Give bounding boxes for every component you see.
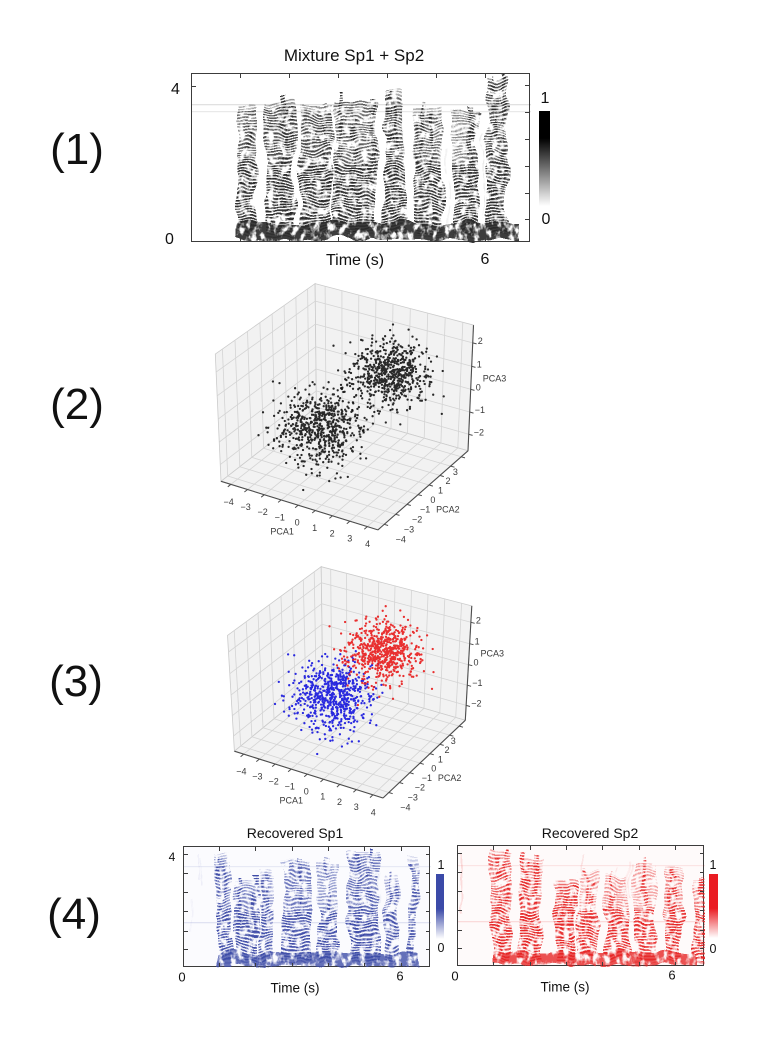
- svg-text:0: 0: [476, 382, 481, 392]
- svg-text:PCA2: PCA2: [436, 505, 460, 515]
- svg-text:−2: −2: [474, 427, 484, 437]
- svg-text:4: 4: [371, 807, 376, 817]
- svg-text:−4: −4: [396, 534, 406, 544]
- svg-text:1: 1: [438, 485, 443, 495]
- svg-text:−2: −2: [415, 783, 425, 793]
- svg-text:PCA1: PCA1: [280, 796, 304, 806]
- svg-text:3: 3: [453, 467, 458, 477]
- svg-text:0: 0: [431, 764, 436, 774]
- svg-text:PCA3: PCA3: [483, 373, 507, 383]
- svg-text:−2: −2: [257, 507, 267, 517]
- svg-text:PCA2: PCA2: [438, 773, 462, 783]
- svg-text:2: 2: [337, 797, 342, 807]
- svg-text:2: 2: [330, 528, 335, 538]
- svg-text:−4: −4: [236, 767, 246, 777]
- svg-text:−2: −2: [268, 777, 278, 787]
- svg-text:0: 0: [295, 518, 300, 528]
- svg-text:3: 3: [451, 736, 456, 746]
- svg-text:−2: −2: [471, 698, 481, 708]
- svg-text:3: 3: [347, 534, 352, 544]
- svg-text:0: 0: [304, 787, 309, 797]
- svg-text:1: 1: [438, 754, 443, 764]
- svg-text:1: 1: [312, 523, 317, 533]
- svg-text:−3: −3: [252, 772, 262, 782]
- svg-text:−1: −1: [475, 405, 485, 415]
- svg-text:−2: −2: [412, 514, 422, 524]
- svg-text:−1: −1: [420, 505, 430, 515]
- svg-text:2: 2: [476, 615, 481, 625]
- svg-text:1: 1: [477, 359, 482, 369]
- svg-text:−3: −3: [240, 502, 250, 512]
- svg-text:1: 1: [475, 637, 480, 647]
- svg-text:−3: −3: [404, 524, 414, 534]
- svg-text:PCA1: PCA1: [270, 527, 294, 537]
- svg-text:2: 2: [445, 476, 450, 486]
- svg-text:4: 4: [365, 539, 370, 549]
- svg-text:−1: −1: [285, 782, 295, 792]
- svg-text:2: 2: [478, 336, 483, 346]
- svg-text:2: 2: [444, 745, 449, 755]
- svg-text:0: 0: [430, 495, 435, 505]
- svg-text:−1: −1: [472, 678, 482, 688]
- svg-text:1: 1: [320, 792, 325, 802]
- svg-text:−4: −4: [223, 497, 233, 507]
- svg-text:3: 3: [354, 802, 359, 812]
- svg-text:−3: −3: [408, 793, 418, 803]
- svg-text:0: 0: [474, 658, 479, 668]
- svg-text:PCA3: PCA3: [481, 649, 505, 659]
- svg-text:−1: −1: [422, 773, 432, 783]
- svg-text:−4: −4: [400, 803, 410, 813]
- svg-text:−1: −1: [275, 512, 285, 522]
